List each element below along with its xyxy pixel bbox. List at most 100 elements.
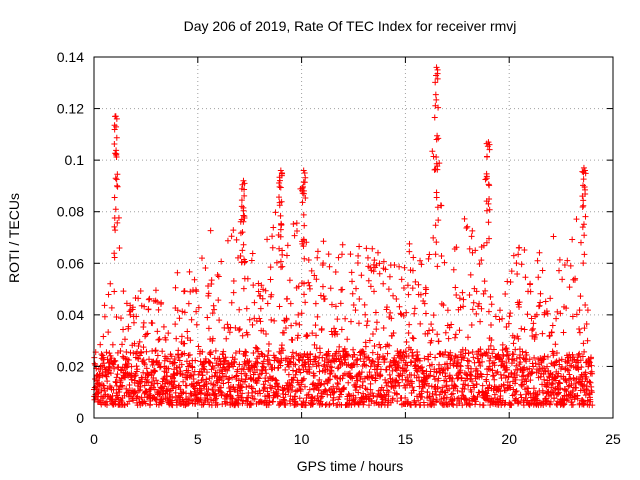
- data-point: [137, 287, 144, 294]
- data-point: [279, 251, 286, 258]
- data-points: [91, 64, 596, 409]
- data-point: [380, 258, 387, 265]
- data-point: [238, 197, 245, 204]
- data-point: [567, 262, 574, 269]
- data-point: [285, 386, 292, 393]
- data-point: [416, 357, 423, 364]
- data-point: [557, 385, 564, 392]
- data-point: [390, 382, 397, 389]
- data-point: [305, 279, 312, 286]
- data-point: [133, 313, 140, 320]
- data-point: [114, 371, 121, 378]
- data-point: [409, 267, 416, 274]
- data-point: [301, 222, 308, 229]
- data-point: [319, 393, 326, 400]
- data-point: [119, 382, 126, 389]
- data-point: [371, 288, 378, 295]
- data-point: [171, 378, 178, 385]
- data-point: [458, 375, 465, 382]
- data-point: [185, 300, 192, 307]
- data-point: [571, 396, 578, 403]
- data-point: [424, 389, 431, 396]
- y-tick-label: 0.1: [65, 152, 85, 168]
- data-point: [277, 184, 284, 191]
- data-point: [228, 299, 235, 306]
- data-point: [276, 177, 283, 184]
- data-point: [353, 357, 360, 364]
- data-point: [558, 364, 565, 371]
- data-point: [406, 321, 413, 328]
- data-point: [442, 373, 449, 380]
- data-point: [99, 372, 106, 379]
- data-point: [205, 325, 212, 332]
- data-point: [300, 236, 307, 243]
- data-point: [518, 325, 525, 332]
- data-point: [534, 257, 541, 264]
- data-point: [442, 329, 449, 336]
- data-point: [441, 259, 448, 266]
- data-point: [512, 376, 519, 383]
- data-point: [214, 272, 221, 279]
- data-point: [260, 327, 267, 334]
- data-point: [255, 288, 262, 295]
- data-point: [393, 367, 400, 374]
- data-point: [320, 260, 327, 267]
- data-point: [152, 287, 159, 294]
- data-point: [338, 326, 345, 333]
- data-point: [461, 386, 468, 393]
- data-point: [347, 251, 354, 258]
- data-point: [142, 388, 149, 395]
- data-point: [515, 335, 522, 342]
- data-point: [547, 398, 554, 405]
- data-point: [540, 389, 547, 396]
- data-point: [165, 365, 172, 372]
- data-point: [198, 387, 205, 394]
- data-point: [523, 352, 530, 359]
- data-point: [306, 369, 313, 376]
- data-point: [238, 203, 245, 210]
- data-point: [300, 167, 307, 174]
- data-point: [345, 352, 352, 359]
- data-point: [342, 356, 349, 363]
- data-point: [431, 376, 438, 383]
- data-point: [144, 330, 151, 337]
- data-point: [223, 335, 230, 342]
- data-point: [528, 315, 535, 322]
- data-point: [514, 333, 521, 340]
- data-point: [468, 388, 475, 395]
- data-point: [472, 247, 479, 254]
- data-point: [365, 402, 372, 409]
- data-point: [178, 333, 185, 340]
- data-point: [261, 385, 268, 392]
- data-point: [441, 395, 448, 402]
- data-point: [321, 295, 328, 302]
- data-point: [195, 379, 202, 386]
- data-point: [467, 402, 474, 409]
- data-point: [203, 381, 210, 388]
- data-point: [172, 389, 179, 396]
- plot-frame: [93, 56, 614, 419]
- data-point: [537, 299, 544, 306]
- data-point: [292, 320, 299, 327]
- data-point: [399, 372, 406, 379]
- data-point: [486, 182, 493, 189]
- data-point: [354, 356, 361, 363]
- data-point: [508, 401, 515, 408]
- data-point: [254, 359, 261, 366]
- data-point: [250, 282, 257, 289]
- data-point: [557, 310, 564, 317]
- data-point: [436, 391, 443, 398]
- data-point: [410, 352, 417, 359]
- data-point: [98, 387, 105, 394]
- data-point: [536, 249, 543, 256]
- data-point: [132, 377, 139, 384]
- data-point: [301, 255, 308, 262]
- data-point: [311, 341, 318, 348]
- data-point: [111, 141, 118, 148]
- data-point: [551, 362, 558, 369]
- data-point: [581, 167, 588, 174]
- data-point: [325, 359, 332, 366]
- data-point: [466, 358, 473, 365]
- data-point: [197, 389, 204, 396]
- data-point: [555, 390, 562, 397]
